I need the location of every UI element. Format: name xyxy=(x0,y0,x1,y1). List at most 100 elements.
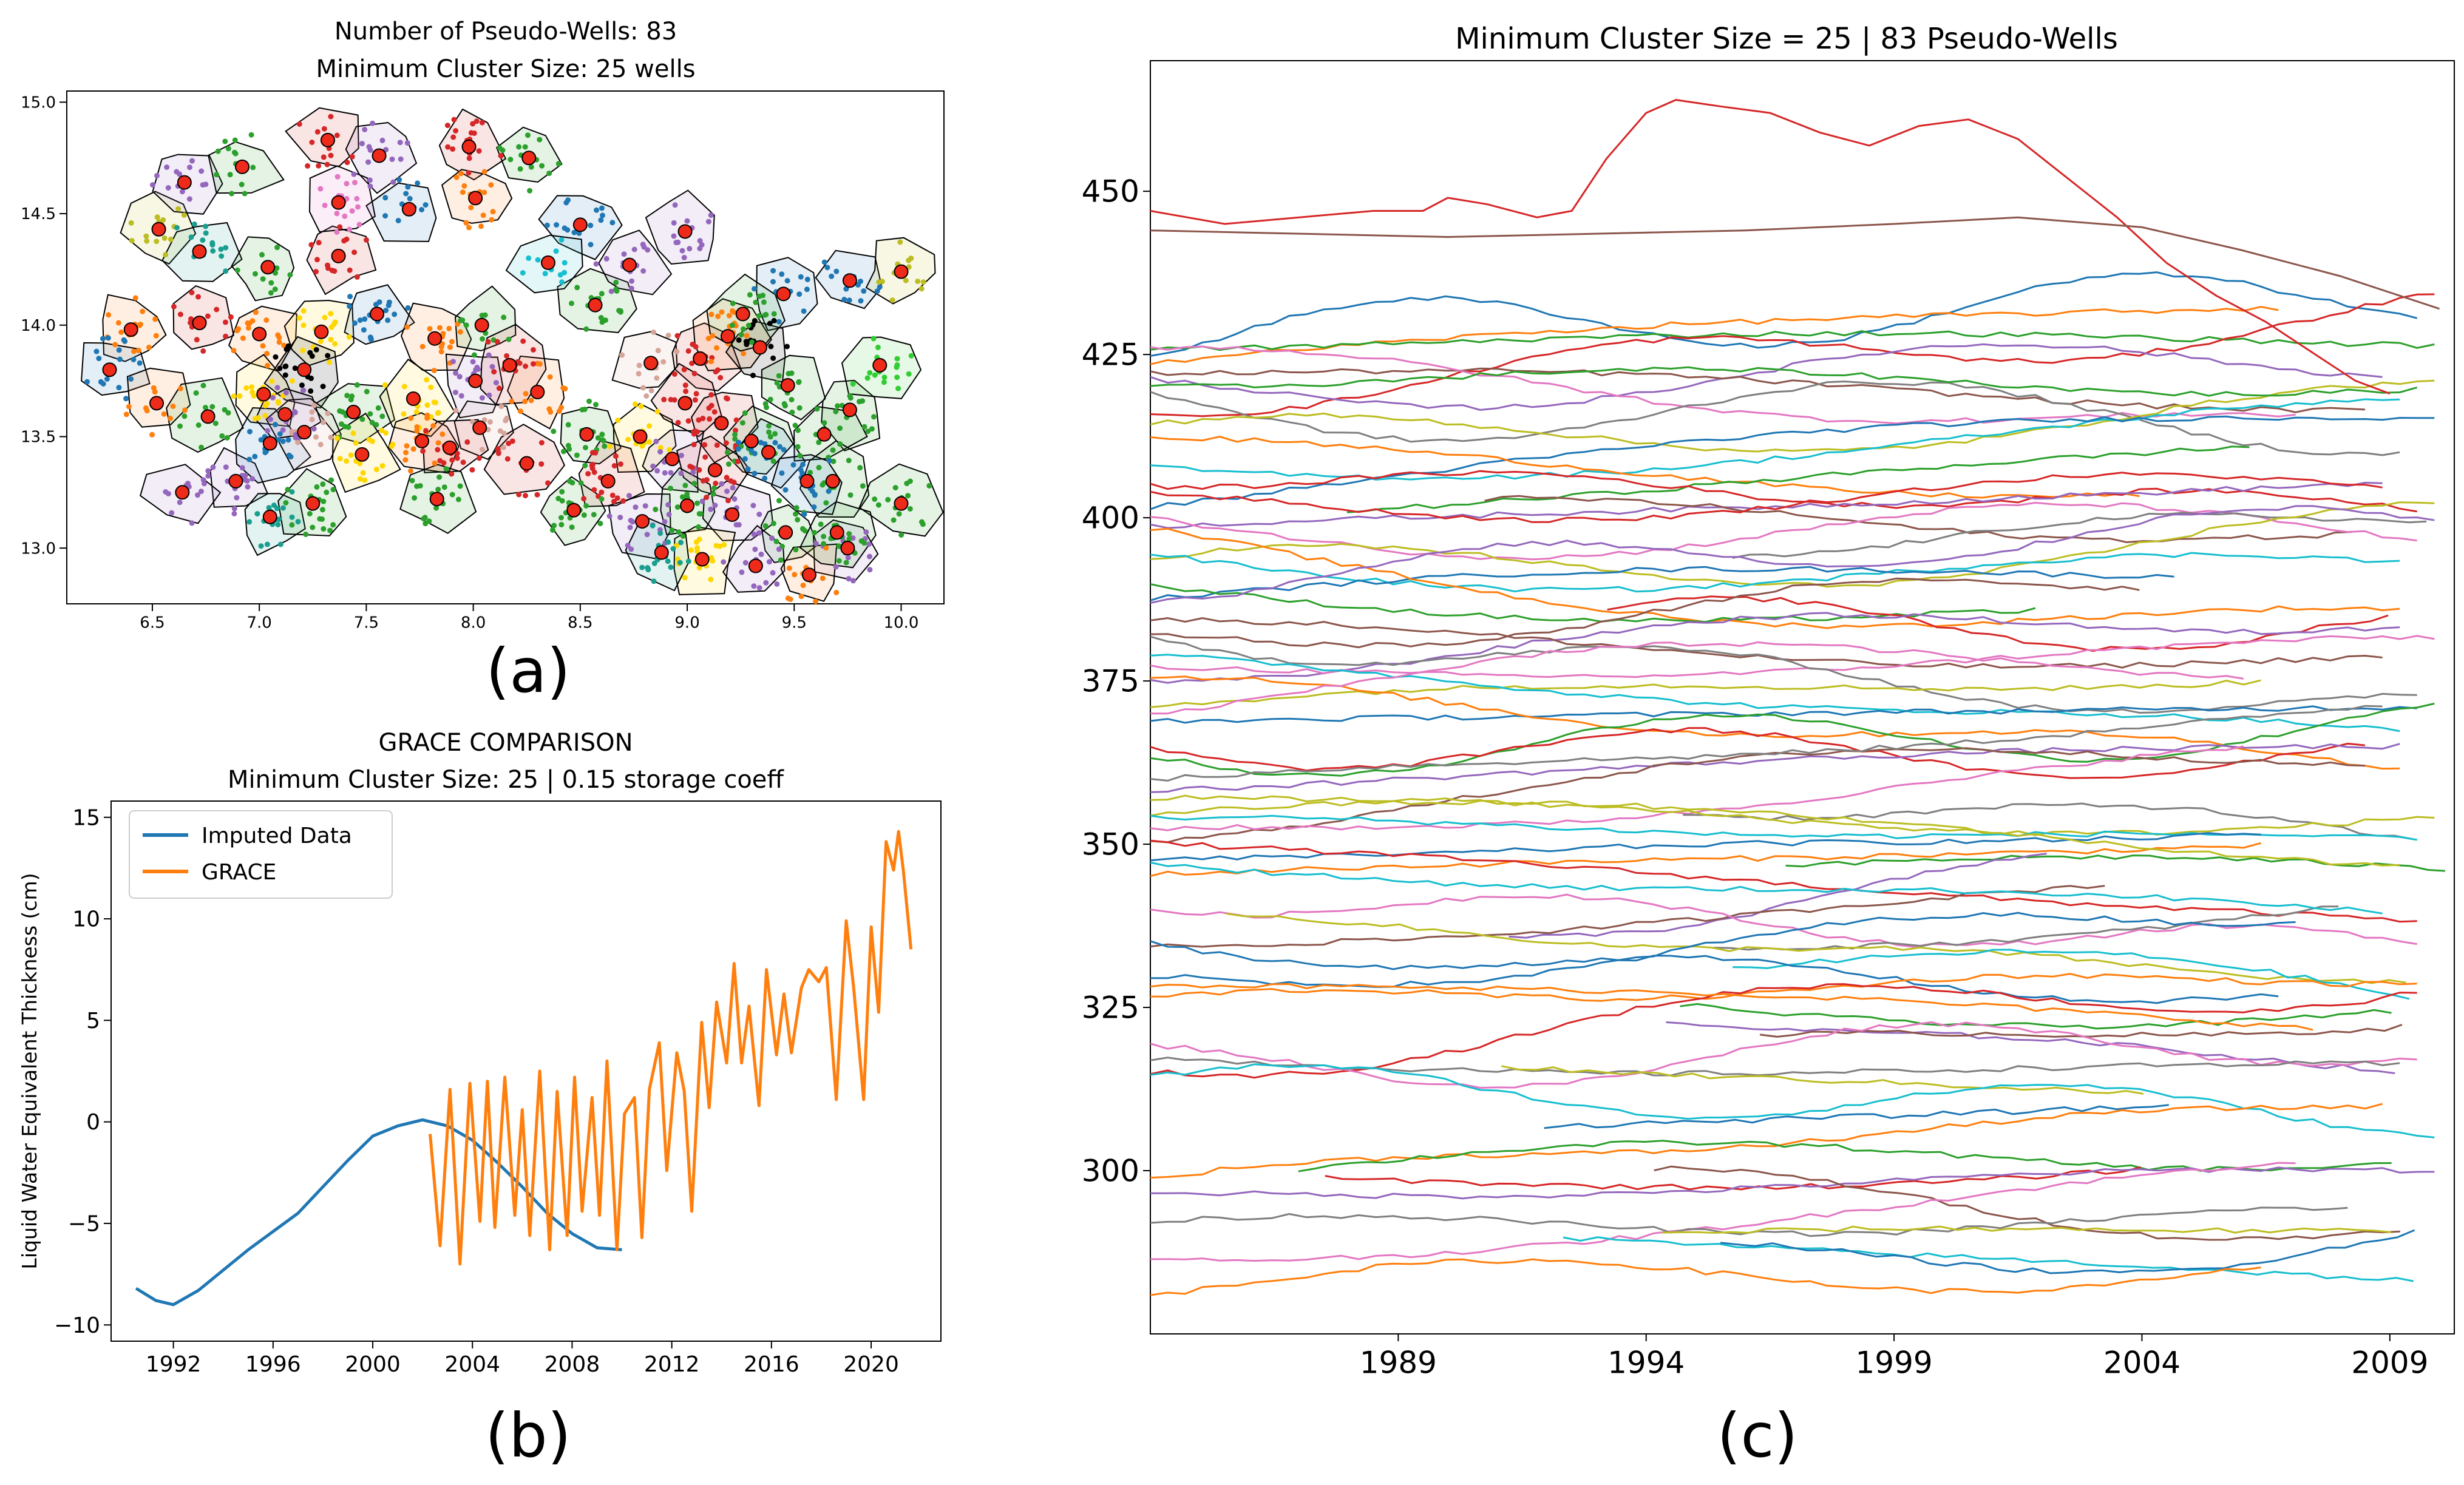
well-point xyxy=(745,322,752,328)
well-point xyxy=(392,311,398,317)
well-point xyxy=(324,161,330,167)
well-point xyxy=(538,440,545,445)
pseudo-well-centroid xyxy=(370,306,385,322)
well-point xyxy=(476,455,482,461)
pseudo-well-centroid xyxy=(778,525,793,540)
pseudo-well-centroid xyxy=(579,427,594,442)
well-point xyxy=(404,140,410,146)
well-point xyxy=(826,489,832,494)
well-point xyxy=(150,182,155,188)
pseudo-well-centroid xyxy=(320,132,335,147)
well-point xyxy=(191,221,197,227)
well-point xyxy=(366,144,372,150)
pseudo-well-centroid xyxy=(721,329,736,344)
pseudo-well-centroid xyxy=(149,396,165,411)
well-point xyxy=(667,447,673,453)
well-point xyxy=(449,339,455,345)
well-point xyxy=(239,181,245,188)
well-point xyxy=(428,384,434,390)
pseudo-well-centroid xyxy=(840,541,855,556)
panel-c-xtick-label: 2009 xyxy=(2351,1345,2428,1381)
pseudo-well-line xyxy=(1150,566,2174,601)
panel-b-ytick-label: 5 xyxy=(86,1009,100,1033)
well-point xyxy=(347,267,353,273)
well-point xyxy=(699,498,705,504)
well-point xyxy=(203,230,209,236)
panel-b-legend-box xyxy=(129,810,393,899)
pseudo-well-centroid xyxy=(780,377,795,393)
well-point xyxy=(227,172,233,178)
panel-a-ytick-label: 13.0 xyxy=(21,540,56,558)
well-point xyxy=(693,391,699,397)
well-point xyxy=(321,154,327,160)
pseudo-well-centroid xyxy=(331,195,346,210)
well-point xyxy=(708,311,714,317)
pseudo-well-centroid xyxy=(429,492,444,507)
well-point xyxy=(694,500,700,506)
pseudo-well-centroid xyxy=(461,139,477,154)
well-point xyxy=(907,506,913,512)
panel-b-series xyxy=(135,830,913,1307)
well-point xyxy=(633,504,639,510)
well-point xyxy=(665,539,671,545)
well-point xyxy=(691,371,697,376)
well-point xyxy=(776,319,782,325)
panel-c-axes: 1989 1994 1999 2004 2009 450 425 400 375 350 325 30… xyxy=(1082,174,2429,1381)
well-point xyxy=(599,496,605,502)
well-point xyxy=(626,493,632,499)
well-point xyxy=(497,145,503,151)
panel-b-xtick-label: 2020 xyxy=(843,1352,899,1377)
well-point xyxy=(837,441,843,447)
pseudo-well-centroid xyxy=(474,317,489,333)
well-point xyxy=(865,428,871,435)
well-point xyxy=(898,532,904,538)
well-point xyxy=(523,364,529,369)
well-point xyxy=(285,437,291,443)
pseudo-well-line xyxy=(1150,505,2435,604)
pseudo-well-centroid xyxy=(572,217,588,232)
well-point xyxy=(453,128,459,134)
pseudo-well-line xyxy=(1150,381,2400,456)
well-point xyxy=(273,354,279,360)
pseudo-well-centroid xyxy=(427,331,443,346)
well-point xyxy=(280,505,286,511)
well-point xyxy=(450,359,456,365)
pseudo-well-line xyxy=(1150,705,2417,724)
well-point xyxy=(154,238,160,245)
well-point xyxy=(771,317,777,323)
pseudo-well-line xyxy=(1733,949,2410,1000)
well-point xyxy=(225,146,231,152)
well-point xyxy=(718,374,724,381)
pseudo-well-line xyxy=(1509,853,2047,939)
pseudo-well-centroid xyxy=(297,425,312,440)
well-point xyxy=(153,333,159,339)
well-point xyxy=(395,218,401,223)
well-point xyxy=(563,200,569,206)
well-point xyxy=(264,401,270,407)
well-point xyxy=(234,328,240,334)
well-point xyxy=(661,396,667,402)
well-point xyxy=(559,279,565,285)
well-point xyxy=(559,498,565,504)
well-point xyxy=(804,276,810,282)
well-point xyxy=(242,191,248,197)
well-point xyxy=(223,319,228,325)
pseudo-well-line xyxy=(1150,367,2366,413)
well-point xyxy=(424,377,430,383)
well-point xyxy=(351,249,358,255)
well-point xyxy=(383,430,389,436)
well-point xyxy=(820,575,826,581)
well-point xyxy=(453,370,459,376)
well-point xyxy=(681,254,687,260)
well-point xyxy=(579,407,585,413)
well-point xyxy=(682,482,688,489)
well-point xyxy=(200,348,206,354)
pseudo-well-line xyxy=(1150,415,2435,510)
well-point xyxy=(203,223,209,229)
well-point xyxy=(163,489,169,495)
pseudo-well-centroid xyxy=(151,222,166,237)
well-point xyxy=(670,546,676,552)
well-point xyxy=(747,292,753,298)
pseudo-well-line xyxy=(1654,1165,2400,1241)
well-point xyxy=(549,527,555,533)
